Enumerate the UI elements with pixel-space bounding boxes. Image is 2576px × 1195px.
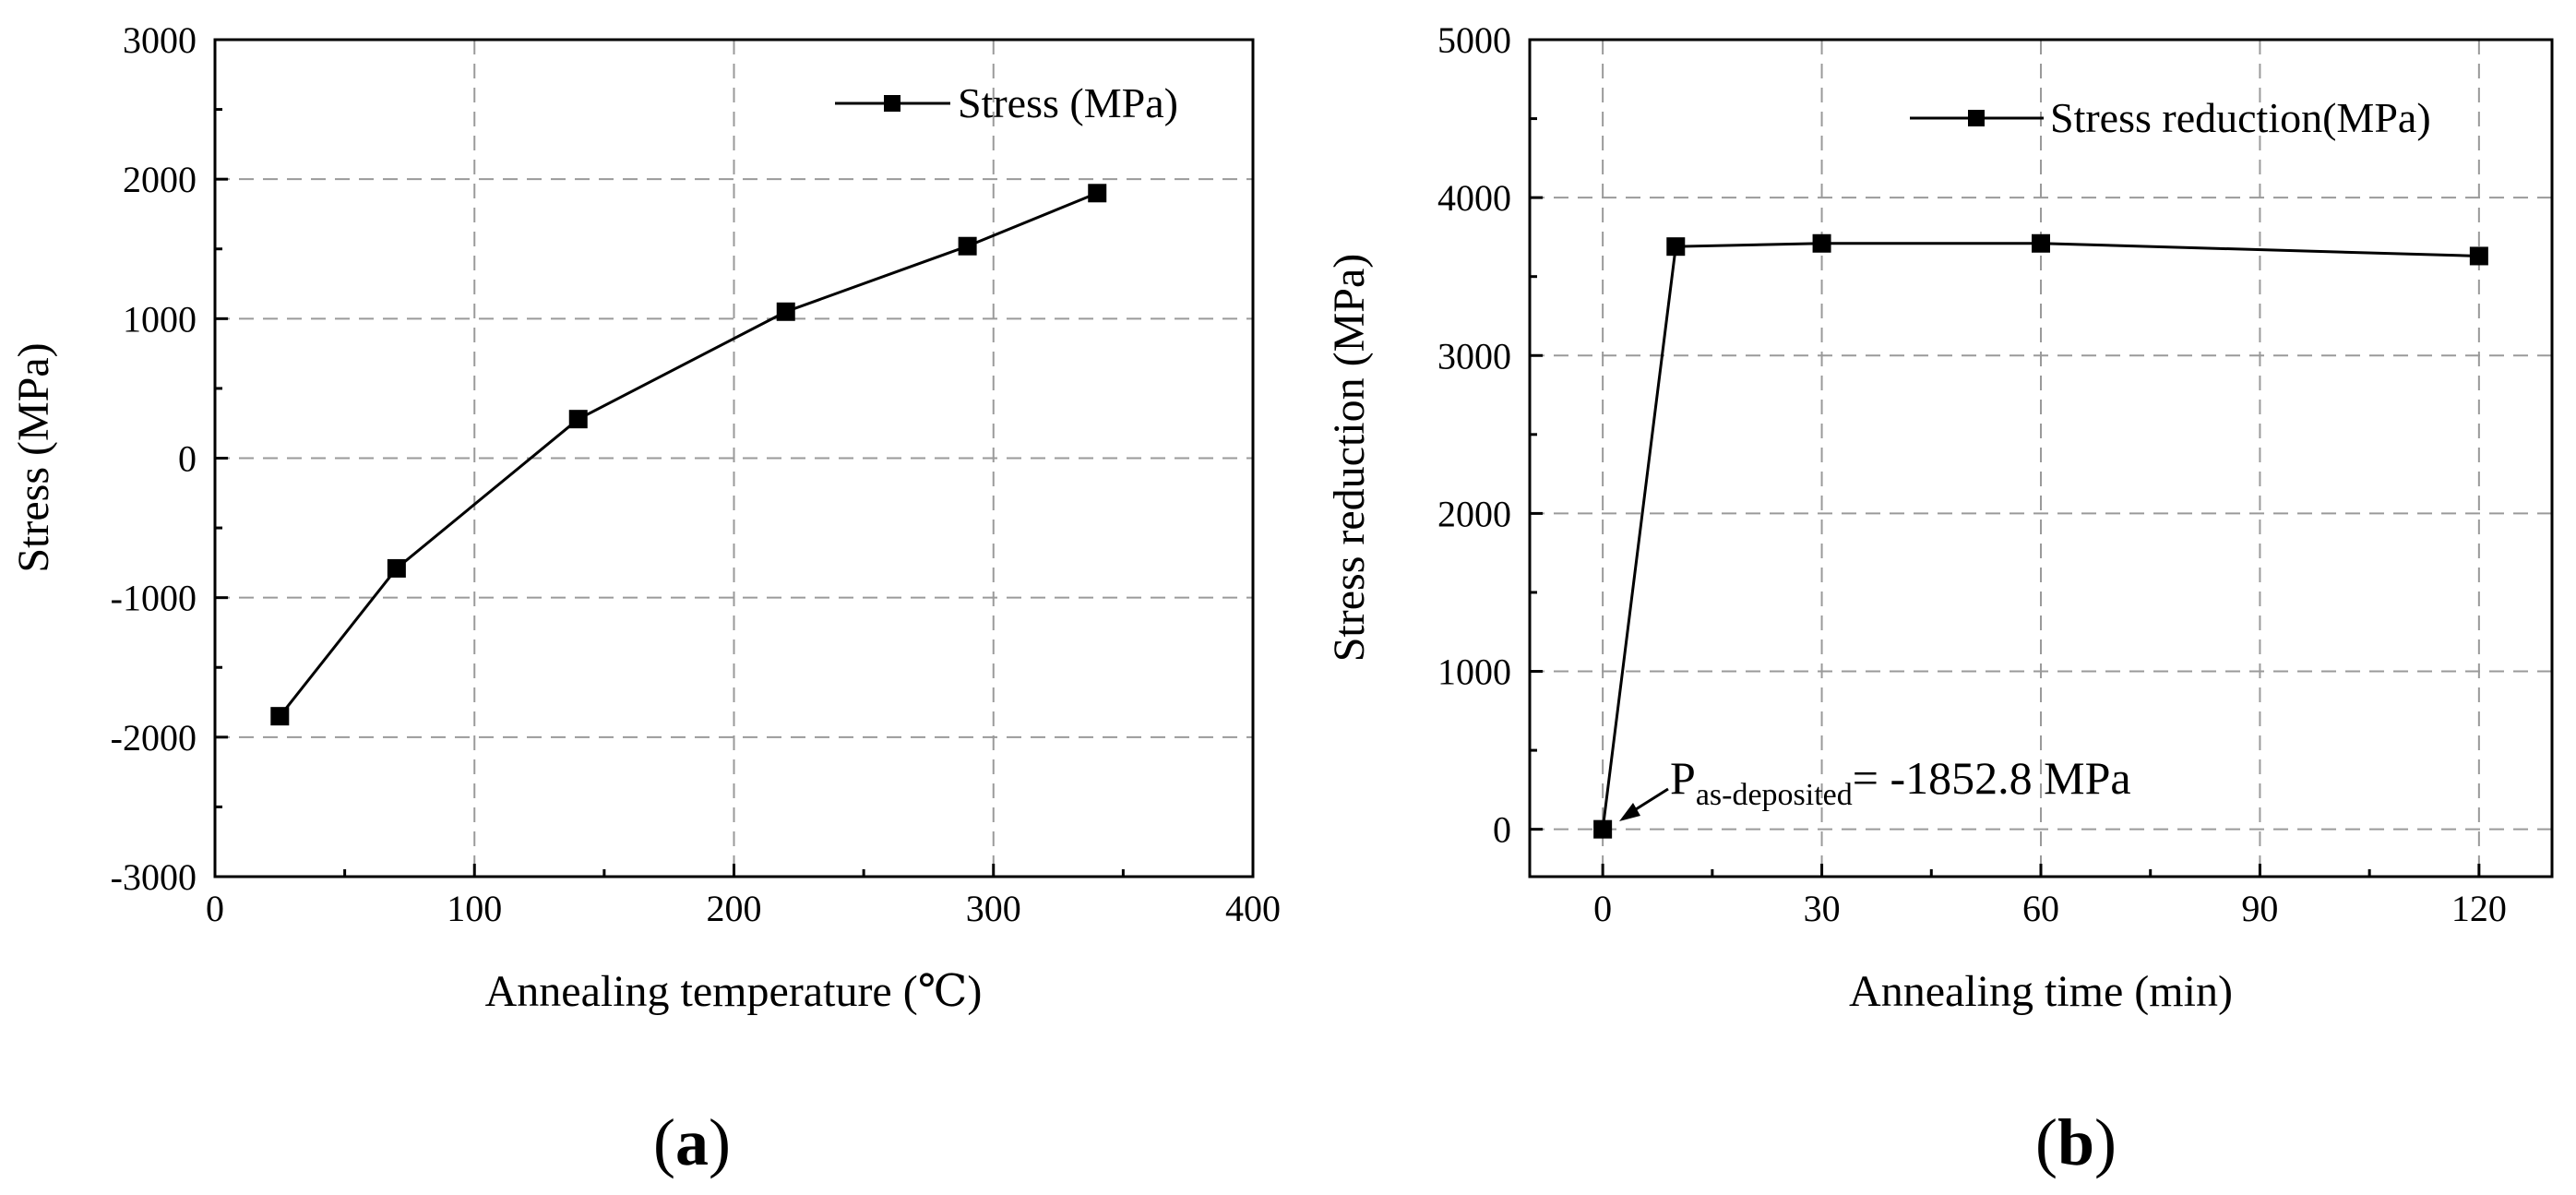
data-point (387, 558, 406, 578)
x-tick-label: 30 (1804, 888, 1841, 929)
ticks-a: 0 100 200 300 400 -3000 -2000 -1000 0 1000 2000 300… (111, 19, 1281, 929)
data-point (1812, 233, 1831, 253)
annotation-symbol: P (1670, 752, 1696, 804)
y-tick-label: 0 (178, 438, 197, 480)
data-point (568, 410, 588, 429)
series-line (279, 191, 1098, 718)
series-b (1593, 233, 2488, 839)
y-tick-label: 0 (1493, 809, 1511, 851)
y-axis-title-b: Stress reduction (MPa) (1325, 254, 1374, 663)
series-a (270, 184, 1107, 726)
legend-a: Stress (MPa) (835, 79, 1178, 126)
panel-letter-a: a (675, 1105, 709, 1179)
x-tick-label: 200 (707, 888, 762, 929)
x-tick-label: 0 (206, 888, 224, 929)
y-tick-label: 2000 (123, 159, 197, 200)
data-point (2032, 233, 2050, 253)
legend-b: Stress reduction(MPa) (1910, 94, 2431, 141)
grid-a (215, 40, 1253, 877)
x-axis-title-a: Annealing temperature (℃) (485, 967, 983, 1016)
grid-b (1530, 40, 2552, 877)
legend-marker-a (884, 95, 900, 112)
annotation-subscript: as-deposited (1696, 778, 1853, 812)
chart-panel-b: 0 30 60 90 120 0 1000 2000 3000 4000 5000 Stress r… (1325, 19, 2554, 1179)
legend-label-b: Stress reduction(MPa) (2050, 94, 2431, 141)
x-tick-label: 100 (447, 888, 502, 929)
y-tick-label: 4000 (1437, 177, 1511, 219)
annotation-value: = -1852.8 MPa (1853, 752, 2131, 804)
data-point (1666, 237, 1686, 257)
y-tick-label: 3000 (1437, 335, 1511, 376)
legend-marker-b (1968, 110, 1985, 126)
x-tick-label: 400 (1225, 888, 1281, 929)
x-axis-title-b: Annealing time (min) (1849, 967, 2233, 1016)
y-tick-label: -2000 (111, 717, 197, 759)
legend-label-a: Stress (MPa) (958, 79, 1178, 126)
panel-label-b: (b) (2035, 1105, 2117, 1179)
data-point (270, 707, 290, 726)
y-axis-title-a: Stress (MPa) (9, 342, 58, 572)
y-tick-label: 5000 (1437, 19, 1511, 61)
ticks-b: 0 30 60 90 120 0 1000 2000 3000 4000 5000 (1437, 19, 2507, 929)
x-tick-label: 120 (2451, 888, 2507, 929)
y-tick-label: 1000 (123, 298, 197, 340)
y-tick-label: -1000 (111, 578, 197, 619)
annotation-as-deposited: Pas-deposited= -1852.8 MPa (1619, 752, 2131, 821)
data-point (2469, 246, 2488, 266)
x-tick-label: 90 (2241, 888, 2278, 929)
panel-letter-b: b (2057, 1105, 2094, 1179)
y-tick-label: 1000 (1437, 651, 1511, 693)
chart-panel-a: 0 100 200 300 400 -3000 -2000 -1000 0 1000 2000 300… (9, 19, 1281, 1179)
data-point (776, 302, 795, 321)
annotation-text: Pas-deposited= -1852.8 MPa (1670, 752, 2131, 812)
data-point (1593, 819, 1613, 839)
x-tick-label: 300 (966, 888, 1021, 929)
x-tick-label: 0 (1593, 888, 1612, 929)
panel-label-a: (a) (653, 1105, 731, 1179)
data-point (958, 236, 977, 256)
x-tick-label: 60 (2022, 888, 2059, 929)
y-tick-label: 2000 (1437, 493, 1511, 534)
annotation-arrowhead (1619, 803, 1640, 821)
y-tick-label: 3000 (123, 19, 197, 61)
data-point (1088, 184, 1107, 203)
y-tick-label: -3000 (111, 856, 197, 898)
